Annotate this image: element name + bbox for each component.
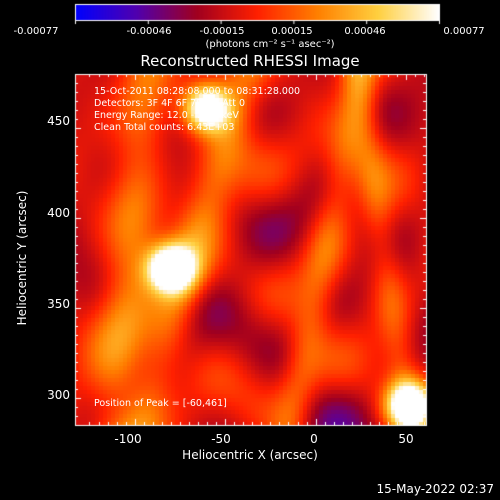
- x-tick-label: -100: [114, 432, 142, 446]
- y-tick-label: 350: [47, 297, 70, 311]
- chart-title: Reconstructed RHESSI Image: [140, 52, 360, 70]
- colorbar-units: (photons cm⁻² s⁻¹ asec⁻²): [205, 39, 335, 50]
- x-tick-label: 50: [398, 432, 414, 446]
- colorbar-tick-label: 0.00046: [344, 26, 386, 37]
- x-axis-label: Heliocentric X (arcsec): [182, 448, 318, 462]
- observation-info: 15-Oct-2011 08:28:08.000 to 08:31:28.000…: [94, 86, 300, 134]
- colorbar-tick-label: -0.00015: [199, 26, 245, 37]
- time-range: 15-Oct-2011 08:28:08.000 to 08:31:28.000: [94, 86, 301, 97]
- x-tick-label: 0: [310, 432, 318, 446]
- energy-range: Energy Range: 12.0 - 25.0 keV: [94, 110, 239, 121]
- colorbar-tick-label: 0.00077: [443, 26, 485, 37]
- x-tick-label: -50: [211, 432, 231, 446]
- clean-counts: Clean Total counts: 6.43E+03: [94, 122, 235, 133]
- detectors: Detectors: 3F 4F 6F 7F 8F, Att 0: [94, 98, 246, 109]
- colorbar-tick-label: -0.00077: [13, 26, 59, 37]
- y-tick-label: 300: [47, 388, 70, 402]
- timestamp-footer: 15-May-2022 02:37: [376, 482, 494, 496]
- colorbar-tick-label: -0.00046: [126, 26, 172, 37]
- peak-position: Position of Peak = [-60,461]: [94, 398, 227, 409]
- colorbar: [75, 4, 439, 20]
- colorbar-tick-label: 0.00015: [271, 26, 313, 37]
- y-axis-label: Heliocentric Y (arcsec): [15, 190, 29, 326]
- y-tick-label: 400: [47, 206, 70, 220]
- y-tick-label: 450: [47, 114, 70, 128]
